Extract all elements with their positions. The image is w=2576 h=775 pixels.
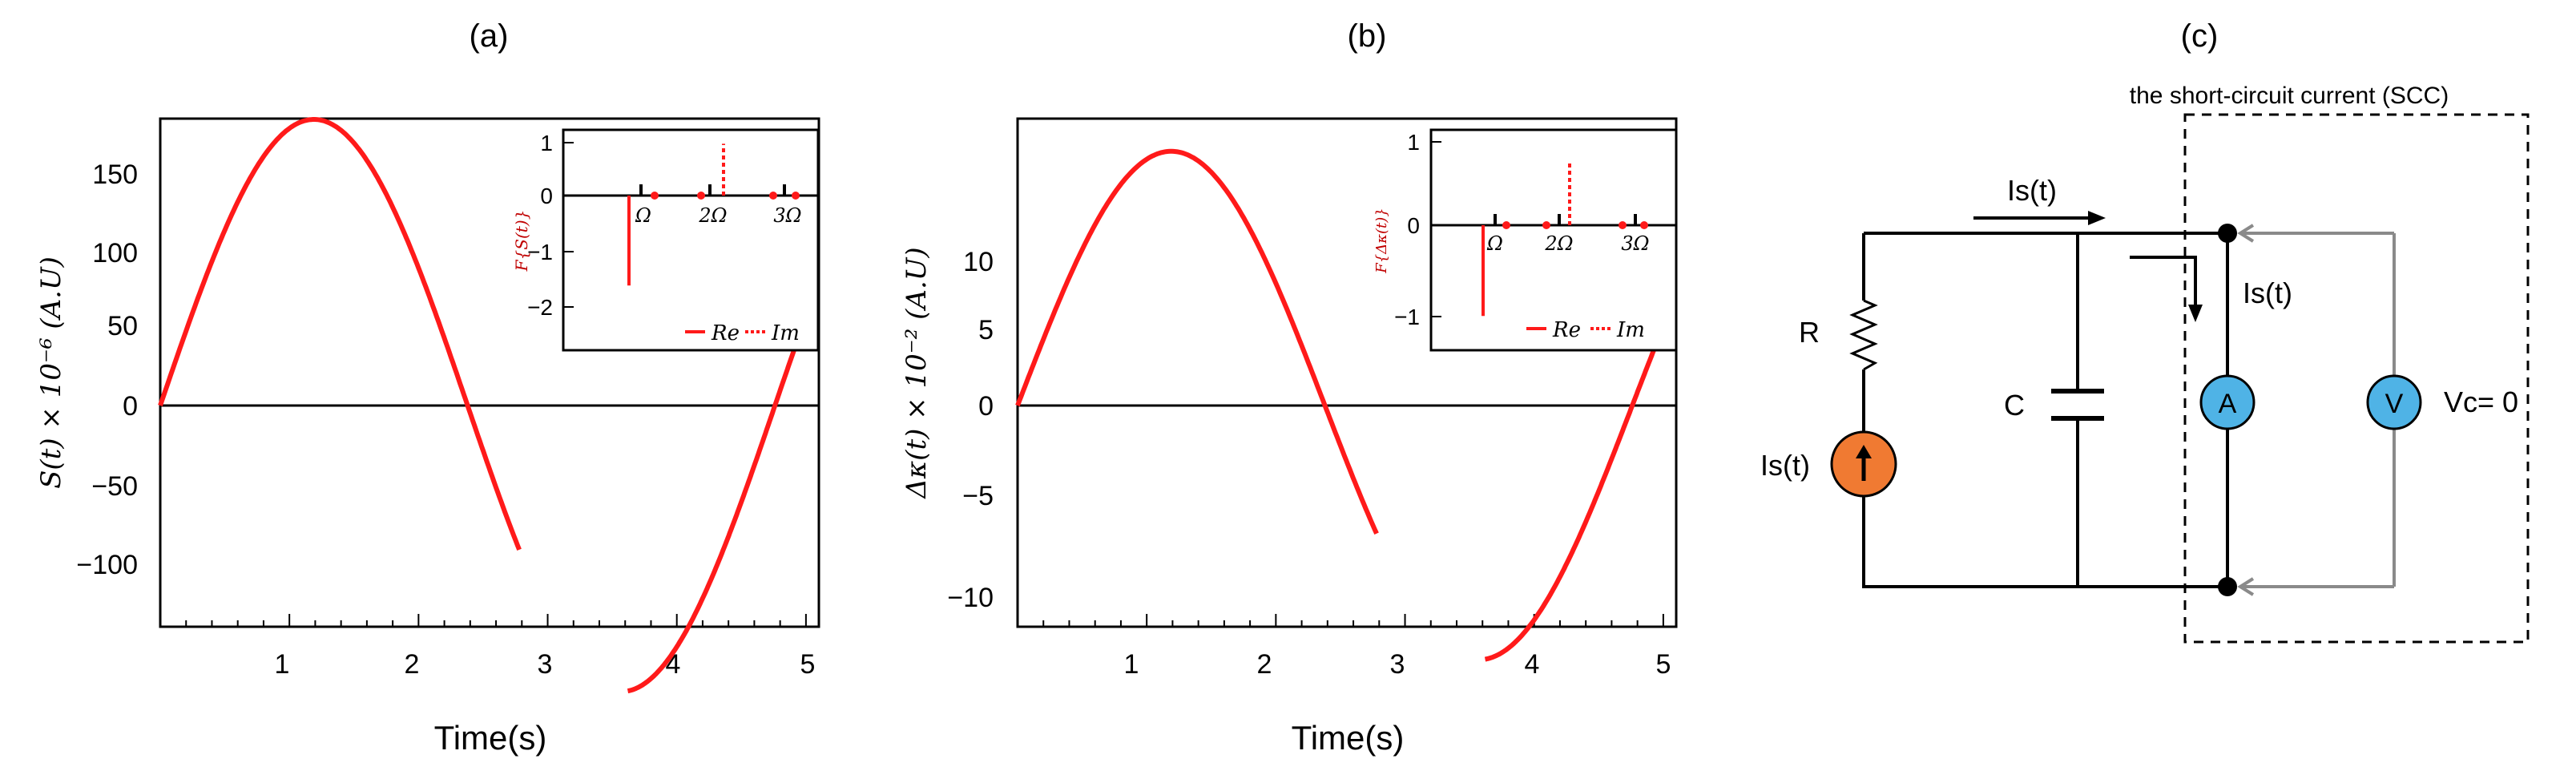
- vc-label: Vc= 0: [2444, 385, 2518, 418]
- inset-x-tick-label: 3Ω: [1621, 232, 1649, 255]
- node-top: [2218, 224, 2237, 243]
- inset-zero-dot: [1502, 221, 1510, 229]
- y-tick-label: −100: [76, 550, 138, 580]
- inset-zero-dot: [769, 192, 777, 200]
- inset-x-tick-label: Ω: [635, 204, 651, 227]
- inset-frame: [1429, 128, 1678, 352]
- capacitor-label: C: [2004, 389, 2025, 422]
- inset-y-axis-label: F{S(t)}: [512, 210, 531, 272]
- scc-box-title: the short-circuit current (SCC): [2130, 83, 2449, 109]
- inset-frame: [562, 128, 820, 352]
- legend-label-re: Re: [711, 321, 740, 345]
- inset-y-tick-label: 0: [540, 184, 553, 208]
- top-current-label: Is(t): [2007, 174, 2057, 207]
- y-tick-label: 5: [978, 315, 994, 345]
- panel-b-label: (b): [1348, 18, 1387, 54]
- panel-b-series-line-part-2: [1484, 335, 1662, 662]
- y-tick-label: 50: [107, 311, 138, 341]
- panel-a-y-axis-label: S(t) × 10⁻⁶ (A.U): [35, 256, 67, 489]
- panel-b-series-line-part-1: [1015, 148, 1379, 535]
- panel-a-series-line-part-1: [158, 117, 522, 551]
- branch-current-arrow: [2130, 256, 2197, 309]
- voltmeter-arrow-bottom: [2237, 577, 2255, 596]
- legend-label-re: Re: [1552, 318, 1581, 342]
- top-current-arrow-head: [2088, 211, 2106, 225]
- inset-y-tick-label: 1: [540, 131, 553, 155]
- ammeter-icon: [2199, 374, 2256, 430]
- x-tick-label: 2: [1257, 649, 1272, 680]
- x-tick-label: 2: [405, 649, 420, 680]
- panel-b-x-axis-label: Time(s): [1292, 719, 1405, 757]
- resistor-label: R: [1799, 316, 1820, 349]
- legend-label-im: Im: [1616, 318, 1645, 342]
- panel-c-label: (c): [2181, 18, 2219, 54]
- panel-b-chart: (b) 10 5 0 −5 −10 1 2 3 4 5 Time(s) Δκ(t…: [901, 18, 1678, 757]
- source-current-label: Is(t): [1760, 449, 1810, 482]
- x-tick-label: 1: [275, 649, 290, 680]
- inset-y-axis-label: F{Δκ(t)}: [1373, 208, 1390, 273]
- x-tick-label: 5: [800, 649, 816, 680]
- x-tick-label: 5: [1656, 649, 1671, 680]
- inset-y-tick-label: −1: [527, 240, 553, 264]
- branch-current-arrow-head: [2188, 305, 2203, 322]
- y-tick-label: 150: [92, 159, 138, 190]
- node-bottom: [2218, 577, 2237, 596]
- panel-b-minor-ticks: [1042, 614, 1664, 627]
- panel-a-inset: 1 0 −1 −2 F{S(t)} Ω 2Ω 3Ω Re Im: [512, 128, 820, 352]
- panel-b-y-ticks: 10 5 0 −5 −10: [947, 247, 994, 613]
- inset-y-tick-label: 0: [1407, 213, 1420, 238]
- voltmeter-label: V: [2385, 389, 2404, 419]
- inset-zero-dot: [697, 192, 705, 200]
- x-tick-label: 1: [1124, 649, 1139, 680]
- panel-b-frame: [1016, 117, 1678, 628]
- inset-x-tick-label: 2Ω: [698, 204, 727, 227]
- inset-zero-dot: [651, 192, 659, 200]
- inset-zero-dot: [1640, 221, 1648, 229]
- panel-a-chart: (a) 150 100 50 0 −50 −100 1 2 3 4 5 Time…: [35, 18, 820, 757]
- legend-label-im: Im: [771, 321, 800, 345]
- ammeter-label: A: [2219, 389, 2237, 419]
- y-tick-label: 100: [92, 238, 138, 268]
- source-arrow-head-icon: [1856, 445, 1872, 458]
- y-tick-label: −50: [91, 471, 138, 502]
- resistor-zigzag: [1849, 299, 1878, 371]
- y-tick-label: 10: [963, 247, 994, 277]
- inset-x-tick-label: 3Ω: [773, 204, 801, 227]
- panel-b-x-ticks: 1 2 3 4 5: [1124, 649, 1671, 680]
- scc-dashed-box: [2183, 113, 2530, 644]
- inset-y-tick-label: 1: [1407, 130, 1420, 155]
- y-tick-label: 0: [123, 391, 138, 422]
- inset-zero-dot: [1542, 221, 1550, 229]
- panel-b-inset: 1 0 −1 F{Δκ(t)} Ω 2Ω 3Ω Re Im: [1373, 128, 1678, 352]
- panel-a-x-ticks: 1 2 3 4 5: [275, 649, 816, 680]
- panel-a-series-line-part-2: [627, 326, 804, 694]
- panel-a-x-axis-label: Time(s): [434, 719, 547, 757]
- panel-b-y-axis-label: Δκ(t) × 10⁻² (A.U): [901, 247, 933, 499]
- panel-a-label: (a): [470, 18, 509, 54]
- inset-zero-dot: [1619, 221, 1627, 229]
- x-tick-label: 4: [1525, 649, 1540, 680]
- voltmeter-arrow-top: [2237, 224, 2255, 243]
- y-tick-label: 0: [978, 391, 994, 422]
- y-tick-label: −5: [962, 481, 994, 511]
- panel-a-y-ticks: 150 100 50 0 −50 −100: [76, 159, 138, 580]
- wire-left-lower: [1862, 369, 2227, 588]
- panel-c-circuit: (c) the short-circuit current (SCC) A: [1760, 18, 2530, 644]
- inset-x-tick-label: Ω: [1486, 232, 1503, 255]
- x-tick-label: 3: [1390, 649, 1405, 680]
- inset-x-tick-label: 2Ω: [1544, 232, 1573, 255]
- panel-a-frame: [159, 117, 820, 628]
- inset-zero-dot: [792, 192, 800, 200]
- panel-a-minor-ticks: [185, 614, 807, 627]
- x-tick-label: 3: [538, 649, 553, 680]
- inset-y-tick-label: −1: [1394, 305, 1420, 329]
- y-tick-label: −10: [947, 583, 994, 613]
- voltmeter-icon: [2366, 374, 2422, 430]
- branch-current-label: Is(t): [2243, 276, 2292, 309]
- inset-y-tick-label: −2: [527, 295, 553, 320]
